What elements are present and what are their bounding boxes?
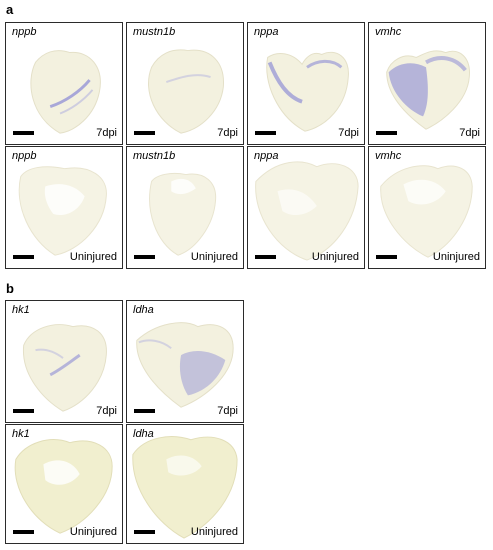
image-tile-a-vmhc-7dpi: vmhc 7dpi <box>368 22 486 145</box>
scale-bar <box>134 131 155 135</box>
condition-label: 7dpi <box>217 405 238 417</box>
scale-bar <box>376 131 397 135</box>
image-tile-a-nppb-7dpi: nppb 7dpi <box>5 22 123 145</box>
heart-section-image <box>30 50 101 134</box>
image-tile-a-nppa-7dpi: nppa 7dpi <box>247 22 365 145</box>
condition-label: Uninjured <box>311 251 359 263</box>
heart-section-image <box>386 50 470 130</box>
heart-section-image <box>148 49 224 134</box>
condition-label: Uninjured <box>69 526 117 538</box>
scale-bar <box>13 131 34 135</box>
image-tile-a-nppb-uninjured: nppb Uninjured <box>5 146 123 269</box>
condition-label: 7dpi <box>459 127 480 139</box>
gene-label: ldha <box>133 304 154 316</box>
condition-label: Uninjured <box>69 251 117 263</box>
gene-label: nppb <box>12 26 37 38</box>
scale-bar <box>134 409 155 413</box>
condition-label: 7dpi <box>96 127 117 139</box>
panel-label-b: b <box>6 281 14 296</box>
scale-bar <box>13 530 34 534</box>
scale-bar <box>376 255 397 259</box>
heart-section-image <box>149 172 216 256</box>
image-tile-a-nppa-uninjured: nppa Uninjured <box>247 146 365 269</box>
image-tile-a-mustn1b-uninjured: mustn1b Uninjured <box>126 146 244 269</box>
scale-bar <box>134 255 155 259</box>
condition-label: 7dpi <box>338 127 359 139</box>
heart-section-image <box>266 51 349 132</box>
heart-section-image <box>18 166 107 256</box>
gene-label: vmhc <box>375 150 402 162</box>
scale-bar <box>13 409 34 413</box>
gene-label: ldha <box>133 428 154 440</box>
panel-label-a: a <box>6 2 14 17</box>
condition-label: Uninjured <box>190 526 238 538</box>
gene-label: mustn1b <box>133 150 176 162</box>
gene-label: vmhc <box>375 26 402 38</box>
heart-section-image <box>14 439 113 534</box>
gene-label: nppb <box>12 150 37 162</box>
condition-label: Uninjured <box>190 251 238 263</box>
gene-label: hk1 <box>12 428 30 440</box>
gene-label: nppa <box>254 150 279 162</box>
gene-label: nppa <box>254 26 279 38</box>
image-tile-a-mustn1b-7dpi: mustn1b 7dpi <box>126 22 244 145</box>
heart-section-image <box>380 165 473 258</box>
gene-label: hk1 <box>12 304 30 316</box>
scale-bar <box>255 255 276 259</box>
image-tile-b-hk1-uninjured: hk1 Uninjured <box>5 424 123 544</box>
scale-bar <box>255 131 276 135</box>
gene-label: mustn1b <box>133 26 176 38</box>
image-tile-b-ldha-uninjured: ldha Uninjured <box>126 424 244 544</box>
heart-section-image <box>132 436 238 539</box>
condition-label: 7dpi <box>96 405 117 417</box>
condition-label: Uninjured <box>432 251 480 263</box>
heart-section-image <box>23 324 107 412</box>
heart-section-image <box>255 161 359 261</box>
image-tile-b-ldha-7dpi: ldha 7dpi <box>126 300 244 423</box>
image-tile-a-vmhc-uninjured: vmhc Uninjured <box>368 146 486 269</box>
scale-bar <box>134 530 155 534</box>
heart-section-image <box>136 322 234 408</box>
condition-label: 7dpi <box>217 127 238 139</box>
scale-bar <box>13 255 34 259</box>
image-tile-b-hk1-7dpi: hk1 7dpi <box>5 300 123 423</box>
